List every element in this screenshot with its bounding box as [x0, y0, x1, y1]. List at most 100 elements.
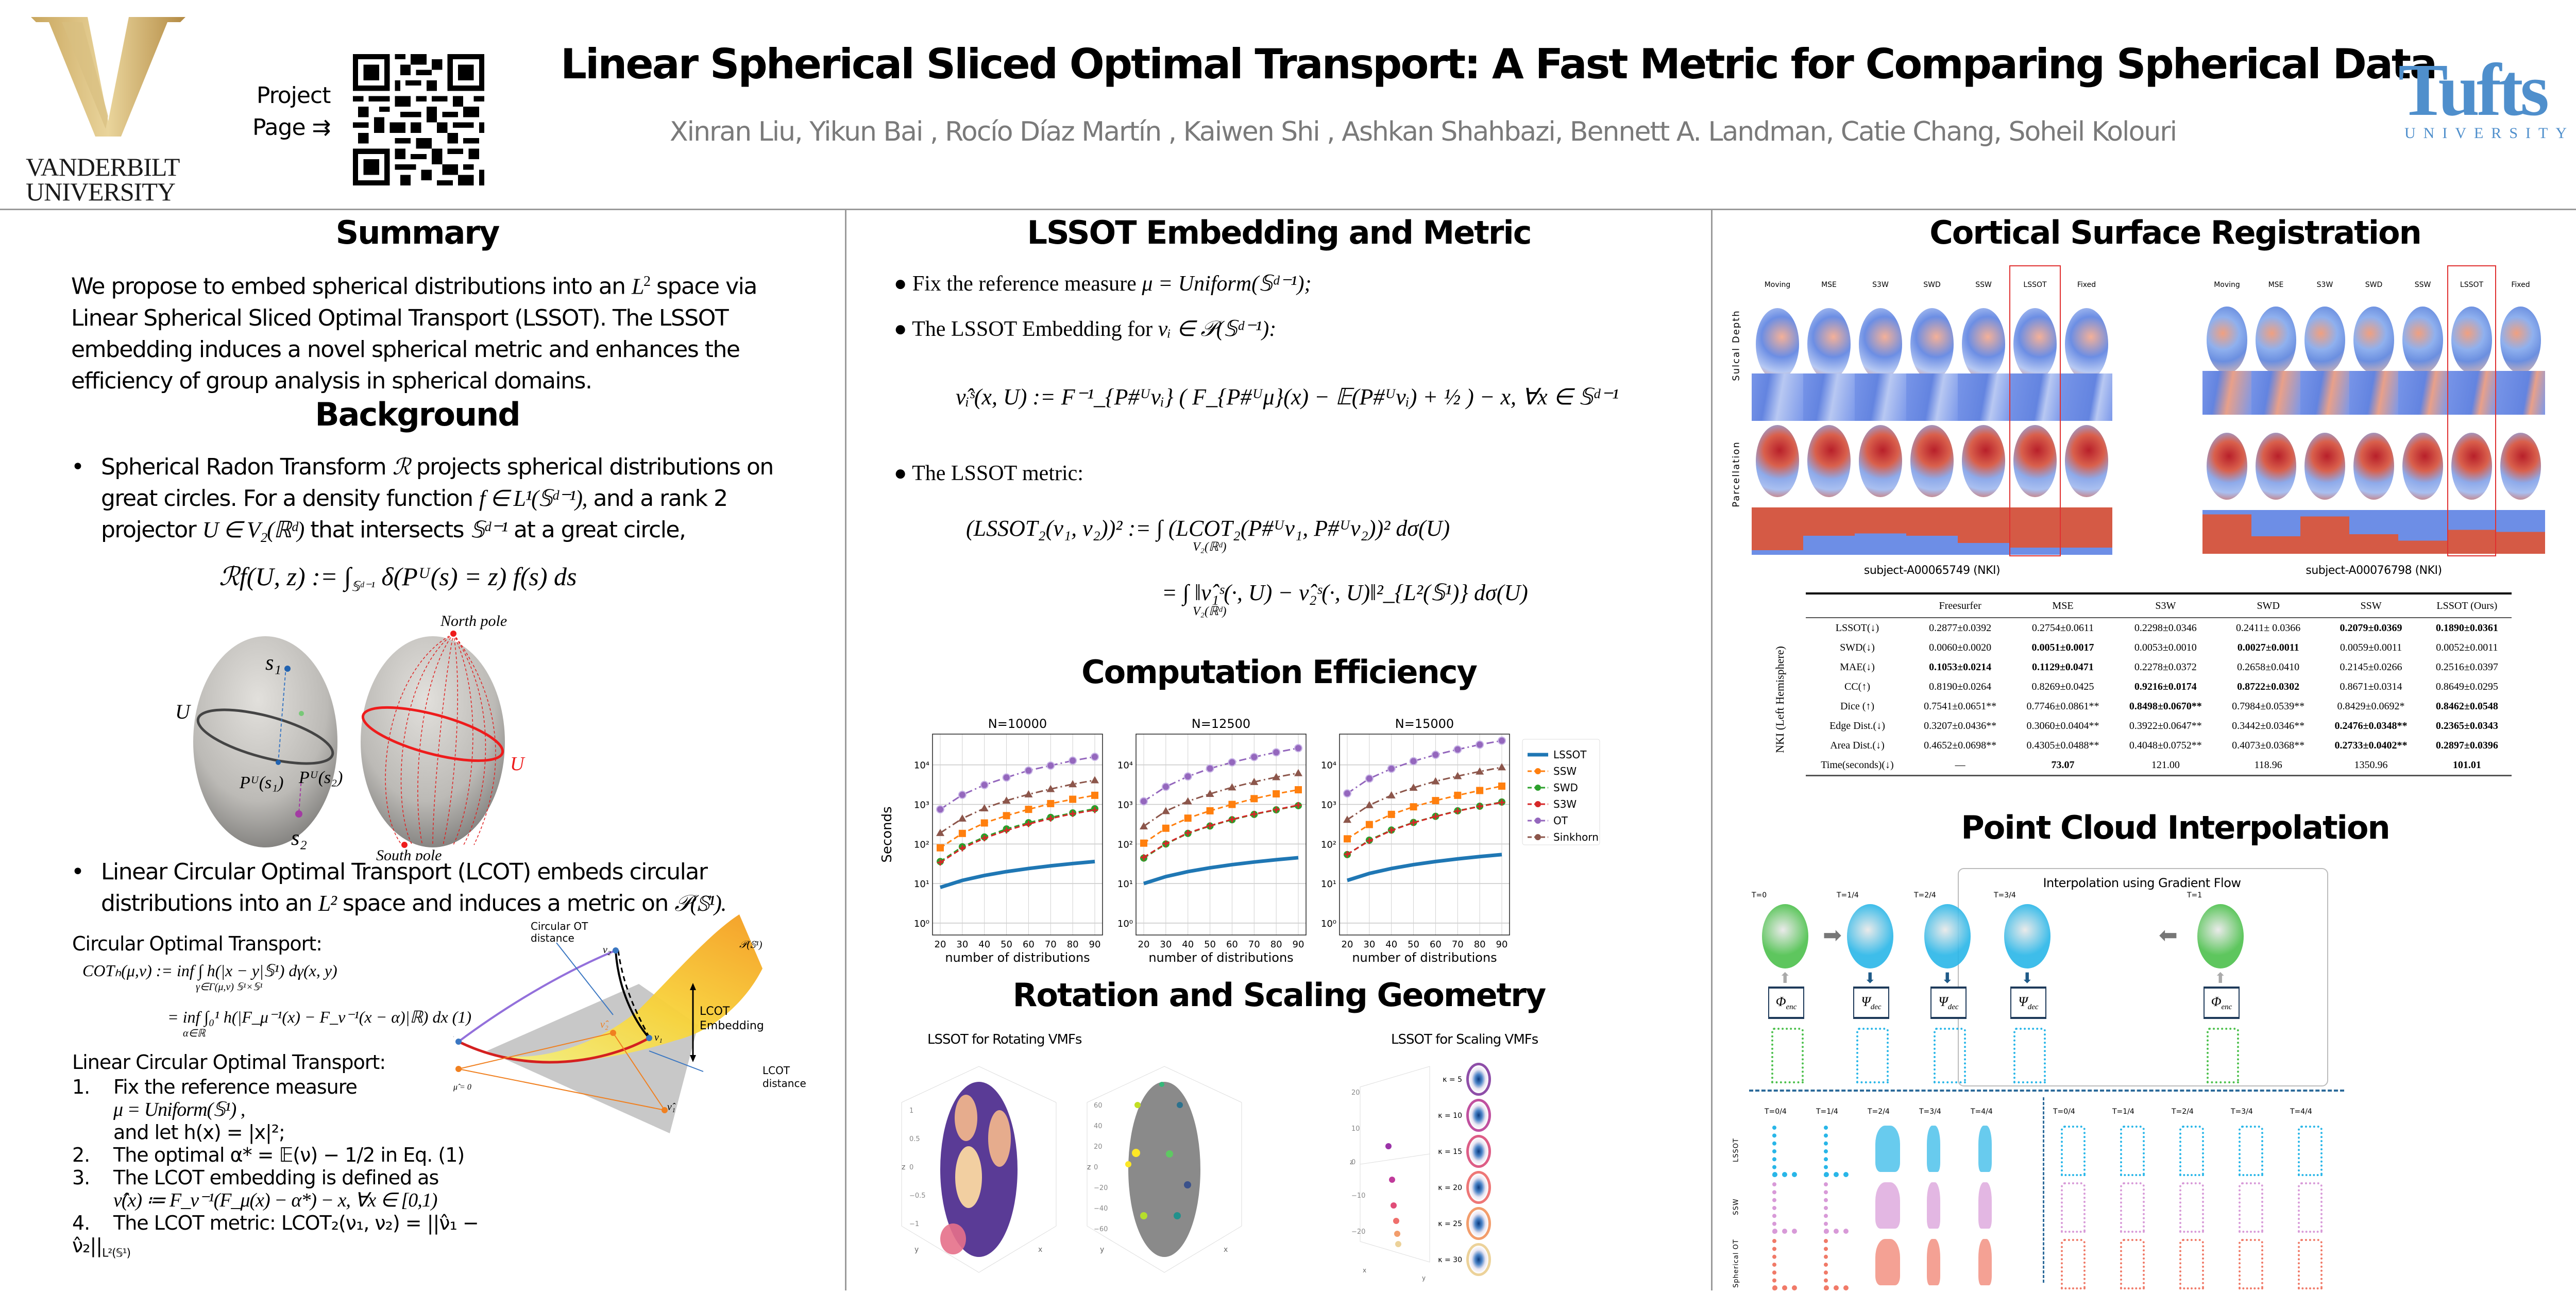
cortical-column-label: SWD — [1923, 281, 1941, 289]
data-point-ot — [1183, 772, 1192, 781]
vanderbilt-name-line2: UNIVERSITY — [26, 177, 176, 206]
project-label-line2: Page ⇉ — [252, 114, 331, 141]
label-ps1: 𝒫(𝕊¹) — [739, 939, 762, 950]
lamp-point-cloud — [1772, 1239, 1797, 1290]
table-metric-cell: LSSOT(↓) — [1835, 622, 1879, 634]
bullet1-text-1: Spherical Radon Transform — [101, 454, 393, 480]
sulcal-depth-sphere — [1807, 308, 1851, 380]
interp-row-label: LSSOT — [1732, 1138, 1740, 1162]
table-header-cell: Freesurfer — [1939, 600, 1981, 611]
cortical-column-label: SWD — [2365, 281, 2383, 289]
data-point-ssw — [958, 829, 966, 837]
grid-time-label: T=3/4 — [1919, 1108, 1941, 1116]
data-point-s3w — [1388, 827, 1395, 834]
chair-point-cloud — [2239, 1239, 2263, 1289]
x-tick-label: 90 — [1496, 939, 1508, 950]
series-line-sinkhorn — [1347, 766, 1502, 821]
kappa-label: κ = 10 — [1438, 1112, 1462, 1120]
data-point-s3w — [1273, 806, 1280, 813]
lamp-point-cloud — [1824, 1126, 1849, 1177]
grid-time-label: T=4/4 — [2290, 1108, 2312, 1116]
lssot-bullet3-text: The LSSOT metric: — [912, 462, 1083, 485]
step-text: The LCOT metric: LCOT₂(ν₁, ν₂) = ||ν̂₁ −… — [72, 1212, 479, 1257]
data-point-s3w — [1207, 822, 1213, 829]
cortical-column-label: MSE — [1821, 281, 1837, 289]
table-row: Time(seconds)(↓) — 73.07 121.00 118.96 1350.9… — [1806, 755, 2512, 776]
encoder-block: Φenc — [2204, 987, 2240, 1019]
data-point-ssw — [1069, 795, 1077, 803]
lamp-point-cloud — [1824, 1182, 1849, 1234]
kappa-sphere-inner — [1469, 1210, 1488, 1237]
panel-title: N=10000 — [988, 717, 1047, 731]
cortical-subject-label: subject-A00065749 (NKI) — [1863, 564, 2001, 577]
axis-label-y-1: y — [914, 1246, 919, 1254]
data-point-ot — [1091, 753, 1099, 761]
lssot-bullet1-text: Fix the reference measure — [912, 272, 1142, 296]
data-point-s3w — [1047, 815, 1054, 822]
latent-sphere — [1762, 904, 1808, 968]
bullet1-text-3: and a rank 2 projector — [101, 485, 728, 543]
background-title: Background — [315, 396, 520, 433]
table-metric-cell: CC(↑) — [1844, 681, 1870, 692]
tick-label: 20 — [1094, 1143, 1103, 1151]
parcellation-patch — [2398, 510, 2447, 554]
scaling-vmf-title: LSSOT for Scaling VMFs — [1391, 1032, 1538, 1047]
table-cell: — — [1955, 759, 1965, 771]
table-cell: 118.96 — [2254, 759, 2282, 771]
x-tick-label: 20 — [1342, 939, 1353, 950]
data-point-ot — [1365, 774, 1374, 783]
table-cell: 0.1053±0.0214 — [1929, 661, 1992, 673]
parcellation-patch — [1803, 507, 1855, 555]
sulcal-depth-patch — [2009, 373, 2061, 421]
data-point-s3w — [1162, 840, 1169, 847]
legend-label: SWD — [1553, 781, 1578, 794]
data-point-sinkhorn — [1409, 784, 1418, 791]
data-point-ssw — [1162, 824, 1170, 832]
chair-point-cloud — [2298, 1126, 2323, 1176]
kappa-sphere-inner — [1469, 1137, 1488, 1165]
table-header-cell: SSW — [2360, 600, 2382, 611]
parcellation-patch — [2202, 510, 2251, 554]
step-number: 2. — [72, 1144, 90, 1166]
bullet2-math-l2: L² — [318, 891, 337, 916]
chart-panel: N=12500 10⁰ 10¹ 10² 10³ 10⁴ 20 30 40 50 60 70 80 90nu… — [1117, 717, 1307, 965]
qr-code-icon[interactable] — [353, 54, 484, 185]
background-bullet-1: • Spherical Radon Transform ℛ projects s… — [71, 451, 792, 546]
series-line-swd — [1347, 801, 1502, 856]
data-point-ot — [1206, 764, 1214, 773]
data-point-sinkhorn — [1002, 796, 1011, 804]
great-circle-u-red — [361, 706, 504, 762]
y-tick-label: 10⁴ — [1321, 760, 1336, 771]
legend-label: Sinkhorn — [1553, 831, 1599, 843]
data-point-ssw — [1295, 786, 1302, 794]
table-cell: 0.4073±0.0368** — [2232, 739, 2305, 751]
lcot-step-4: 4. The LCOT metric: LCOT₂(ν₁, ν₂) = ||ν̂₁… — [72, 1212, 495, 1265]
lamp-point-cloud — [1772, 1182, 1797, 1234]
rotation-sample-points — [1125, 1082, 1191, 1219]
radon-equation: ℛf(U, z) := ∫𝕊ᵈ⁻¹ δ(Pᵁ(s) = z) f(s) ds — [219, 562, 577, 594]
table-cell: 0.8269±0.0425 — [2031, 681, 2094, 692]
data-point-sinkhorn — [1228, 783, 1236, 791]
time-label: T=2/4 — [1914, 891, 1936, 899]
table-cell: 0.0052±0.0011 — [2436, 641, 2498, 653]
data-point-ssw — [1047, 800, 1055, 807]
table-row: Dice (↑) 0.7541±0.0651** 0.7746±0.0861** 0.… — [1806, 696, 2512, 716]
legend-marker — [1535, 768, 1541, 774]
lamp-point-cloud — [1978, 1239, 1992, 1285]
sulcal-depth-sphere — [2304, 307, 2345, 373]
table-row: MAE(↓) 0.1053±0.0214 0.1129±0.0471 0.2278±0… — [1806, 657, 2512, 677]
interp-row-label: SSW — [1732, 1198, 1740, 1215]
scaling-points — [1385, 1143, 1401, 1247]
data-point-sinkhorn — [1294, 769, 1302, 776]
data-point-ot — [1024, 766, 1033, 775]
legend-marker — [1535, 818, 1541, 824]
block-symbol: Ψ — [1861, 994, 1871, 1009]
table-metric-cell: MAE(↓) — [1840, 661, 1875, 673]
chair-point-cloud — [2298, 1182, 2323, 1233]
table-cell: 1350.96 — [2354, 759, 2388, 771]
data-point-ot — [958, 790, 967, 799]
left-arrow-icon: ➡ — [2159, 923, 2178, 948]
chart-panel: N=15000 10⁰ 10¹ 10² 10³ 10⁴ 20 30 40 50 60 70 80 90nu… — [1321, 717, 1510, 965]
data-point-ssw — [1025, 806, 1032, 813]
data-point-ot — [1431, 751, 1440, 759]
